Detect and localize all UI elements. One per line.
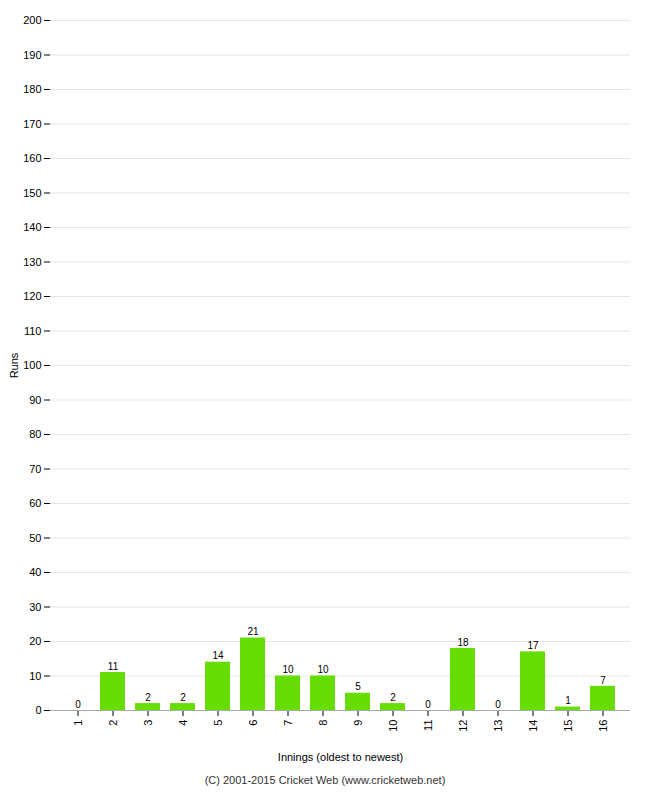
svg-text:5: 5 bbox=[355, 681, 361, 692]
svg-text:11: 11 bbox=[422, 720, 434, 731]
svg-text:7: 7 bbox=[282, 720, 294, 726]
svg-text:0: 0 bbox=[75, 699, 81, 710]
svg-text:10: 10 bbox=[317, 664, 329, 675]
svg-text:12: 12 bbox=[457, 720, 469, 732]
svg-text:70: 70 bbox=[29, 463, 41, 475]
svg-text:100: 100 bbox=[23, 359, 41, 371]
html-text:(C) 2001-2015 Cricket Web (www: (C) 2001-2015 Cricket Web (www.cricketwe… bbox=[204, 774, 446, 786]
svg-text:110: 110 bbox=[24, 325, 42, 337]
svg-text:16: 16 bbox=[597, 720, 609, 732]
svg-text:Innings (oldest to newest): Innings (oldest to newest) bbox=[278, 751, 403, 763]
svg-text:0: 0 bbox=[425, 699, 431, 710]
svg-text:140: 140 bbox=[23, 221, 41, 233]
svg-text:170: 170 bbox=[23, 118, 41, 130]
svg-text:180: 180 bbox=[23, 83, 41, 95]
svg-text:4: 4 bbox=[177, 720, 189, 726]
svg-text:40: 40 bbox=[29, 566, 41, 578]
svg-text:17: 17 bbox=[527, 640, 539, 651]
svg-text:15: 15 bbox=[562, 720, 574, 732]
svg-text:9: 9 bbox=[352, 720, 364, 726]
svg-text:13: 13 bbox=[492, 720, 504, 732]
svg-text:Runs: Runs bbox=[8, 352, 20, 378]
svg-text:90: 90 bbox=[29, 394, 41, 406]
svg-text:6: 6 bbox=[247, 720, 259, 726]
svg-text:1: 1 bbox=[72, 720, 84, 726]
svg-text:5: 5 bbox=[212, 720, 224, 726]
svg-text:2: 2 bbox=[180, 692, 186, 703]
svg-text:20: 20 bbox=[29, 635, 41, 647]
svg-text:14: 14 bbox=[212, 650, 224, 661]
svg-text:11: 11 bbox=[108, 661, 119, 672]
svg-text:10: 10 bbox=[387, 720, 399, 732]
svg-text:1: 1 bbox=[565, 695, 571, 706]
svg-text:2: 2 bbox=[390, 692, 396, 703]
svg-text:10: 10 bbox=[282, 664, 294, 675]
svg-text:130: 130 bbox=[23, 256, 41, 268]
svg-text:18: 18 bbox=[457, 637, 469, 648]
svg-text:2: 2 bbox=[107, 720, 119, 726]
svg-text:30: 30 bbox=[29, 601, 41, 613]
svg-text:0: 0 bbox=[35, 704, 41, 716]
svg-text:0: 0 bbox=[495, 699, 501, 710]
svg-text:200: 200 bbox=[23, 14, 41, 26]
svg-text:190: 190 bbox=[23, 49, 41, 61]
svg-text:150: 150 bbox=[23, 187, 41, 199]
svg-text:160: 160 bbox=[23, 152, 41, 164]
svg-text:2: 2 bbox=[145, 692, 151, 703]
svg-text:50: 50 bbox=[29, 532, 41, 544]
svg-text:3: 3 bbox=[142, 720, 154, 726]
svg-text:21: 21 bbox=[247, 626, 259, 637]
svg-text:14: 14 bbox=[527, 720, 539, 732]
svg-text:60: 60 bbox=[29, 497, 41, 509]
svg-text:7: 7 bbox=[600, 675, 606, 686]
svg-text:80: 80 bbox=[29, 428, 41, 440]
svg-text:120: 120 bbox=[23, 290, 41, 302]
svg-text:10: 10 bbox=[29, 670, 41, 682]
svg-text:8: 8 bbox=[317, 720, 329, 726]
